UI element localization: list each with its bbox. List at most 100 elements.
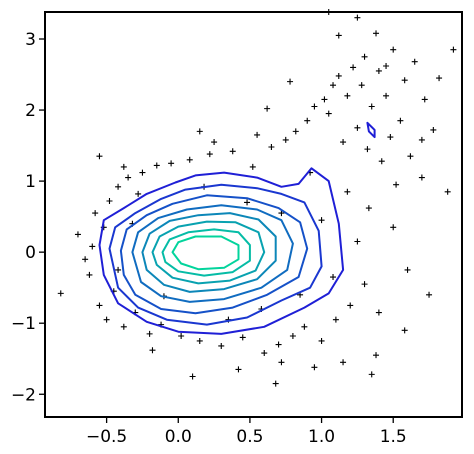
scatter-point [301, 323, 308, 330]
scatter-point [330, 82, 337, 89]
scatter-point [311, 103, 318, 110]
y-tick-label: −2 [11, 385, 36, 405]
scatter-point [340, 359, 347, 366]
scatter-point [397, 117, 404, 124]
plot-frame [44, 11, 463, 418]
contour-line [161, 228, 251, 277]
contour-line [141, 212, 277, 293]
scatter-point [139, 169, 146, 176]
y-tick-label: 2 [25, 101, 36, 121]
scatter-point [211, 139, 218, 146]
scatter-point [103, 316, 110, 323]
scatter-point [344, 92, 351, 99]
y-tick-label: 0 [25, 243, 36, 263]
scatter-point [318, 217, 325, 224]
scatter-point [418, 136, 425, 143]
scatter-point [235, 366, 242, 373]
scatter-point [325, 110, 332, 117]
y-tick-label: 1 [25, 172, 36, 192]
contour-line [366, 121, 376, 139]
y-tick-label: 3 [25, 30, 36, 50]
scatter-point [344, 188, 351, 195]
scatter-point [358, 82, 365, 89]
contour-line [108, 183, 323, 326]
x-tick-label: 0.0 [165, 427, 192, 447]
scatter-point [278, 359, 285, 366]
scatter-point [411, 58, 418, 65]
contour-line [151, 220, 266, 285]
scatter-point [96, 153, 103, 160]
x-tick-label: 1.0 [308, 427, 335, 447]
scatter-point [115, 183, 122, 190]
scatter-point [264, 105, 271, 112]
scatter-point [218, 342, 225, 349]
x-axis-ticks: −0.5 0.0 0.5 1.0 1.5 [86, 417, 407, 447]
contour-line [171, 235, 240, 271]
scatter-point [178, 333, 185, 339]
contour-line [131, 204, 294, 303]
scatter-point [120, 163, 127, 170]
scatter-point [249, 163, 256, 170]
scatter-point [318, 337, 325, 344]
scatter-point [364, 146, 371, 153]
scatter-point [206, 151, 213, 158]
x-tick-label: 0.5 [236, 427, 263, 447]
y-axis-ticks: −2 −1 0 1 2 3 [11, 30, 45, 405]
scatter-point [153, 162, 160, 169]
scatter-point [390, 46, 397, 53]
scatter-point [365, 205, 372, 212]
scatter-point [287, 78, 294, 85]
y-tick-label: −1 [11, 314, 36, 334]
scatter-point [74, 231, 81, 238]
scatter-point [430, 126, 437, 133]
scatter-point [407, 153, 414, 160]
scatter-point [125, 174, 132, 181]
density-contours [98, 121, 376, 335]
scatter-point [347, 302, 354, 309]
scatter-point [387, 134, 394, 141]
contour-line [119, 194, 309, 315]
scatter-point [275, 341, 282, 348]
scatter-point [115, 266, 122, 273]
scatter-point [82, 256, 89, 263]
scatter-point [229, 148, 236, 155]
scatter-point [383, 92, 390, 99]
scatter-point [146, 330, 153, 337]
x-tick-label: −0.5 [86, 427, 127, 447]
scatter-point [373, 352, 380, 359]
scatter-point [106, 198, 113, 204]
scatter-point [96, 302, 103, 309]
scatter-point [350, 64, 357, 71]
scatter-point [86, 271, 93, 278]
scatter-point [186, 156, 193, 163]
scatter-point [292, 128, 299, 135]
scatter-point [340, 139, 347, 146]
scatter-point [335, 72, 342, 79]
scatter-point [373, 30, 380, 37]
scatter-point [418, 174, 425, 181]
scatter-point [361, 281, 368, 288]
scatter-point [272, 380, 279, 387]
scatter-point [89, 243, 96, 250]
scatter-point [354, 14, 361, 21]
scatter-point [120, 323, 127, 330]
scatter-point [450, 46, 457, 53]
scatter-point [404, 266, 411, 273]
scatter-point [196, 128, 203, 135]
scatter-point [321, 96, 328, 103]
scatter-point [311, 364, 318, 371]
scatter-point [168, 160, 175, 167]
scatter-point [393, 181, 400, 188]
scatter-point [330, 274, 337, 281]
scatter-point [254, 131, 261, 138]
scatter-point [304, 117, 311, 124]
scatter-point [196, 337, 203, 344]
x-tick-label: 1.5 [380, 427, 407, 447]
scatter-point [378, 158, 385, 165]
scatter-point [368, 371, 375, 378]
scatter-point [335, 32, 342, 39]
scatter-point [149, 347, 156, 354]
scatter-point [135, 190, 142, 197]
contour-line [98, 167, 345, 335]
